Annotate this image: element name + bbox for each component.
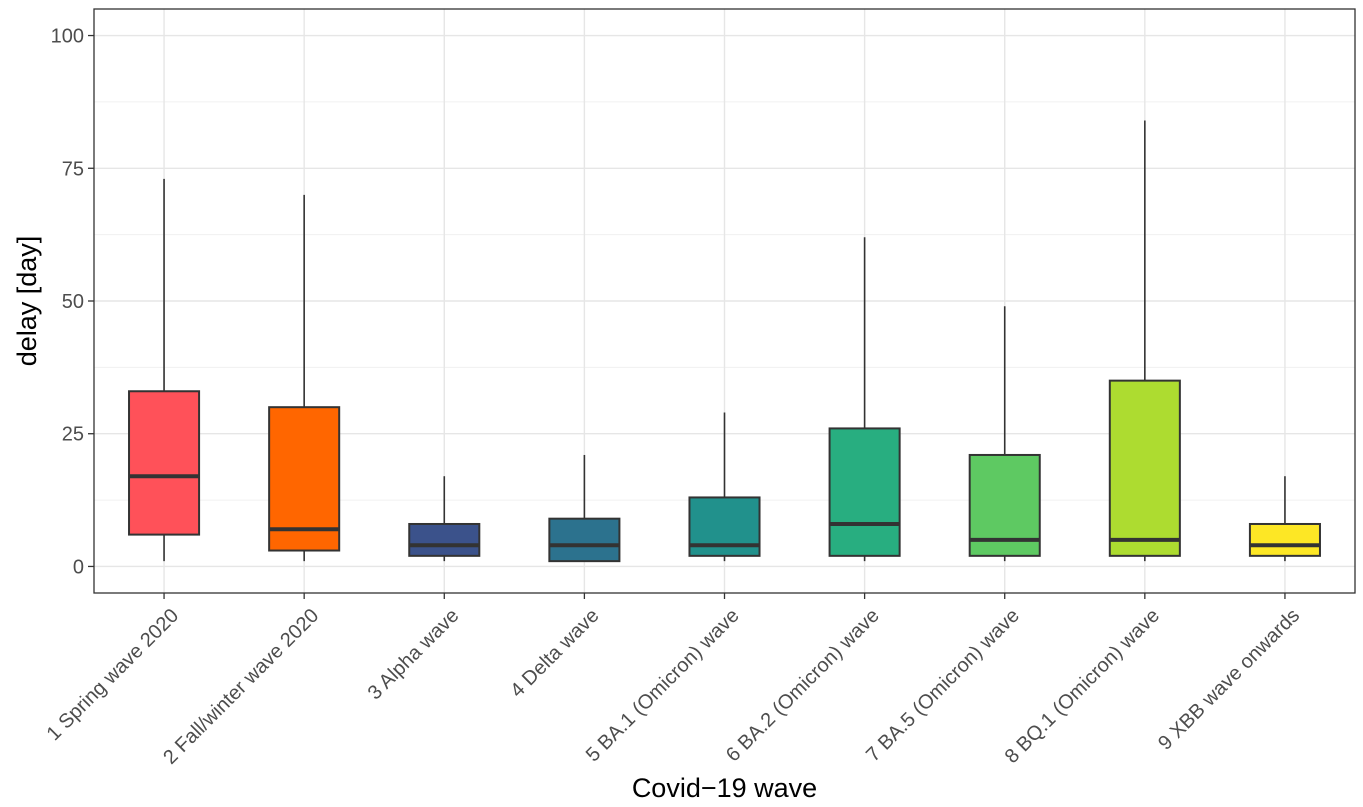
x-tick-label: 7 BA.5 (Omicron) wave xyxy=(862,605,1024,767)
box-iqr xyxy=(408,522,481,557)
box-6 xyxy=(828,237,901,562)
y-tick-label: 25 xyxy=(62,424,84,446)
box-3 xyxy=(408,476,481,562)
x-axis-title: Covid−19 wave xyxy=(632,773,817,803)
box-iqr xyxy=(1108,379,1181,557)
x-tick-label: 1 Spring wave 2020 xyxy=(43,605,184,746)
box-2 xyxy=(268,194,341,562)
box-iqr xyxy=(268,406,341,552)
box-iqr xyxy=(828,427,901,557)
box-7 xyxy=(968,306,1041,562)
box-4 xyxy=(548,454,621,563)
box-1 xyxy=(128,178,201,562)
x-tick-label: 5 BA.1 (Omicron) wave xyxy=(582,605,744,767)
x-tick-label: 4 Delta wave xyxy=(506,605,603,702)
x-tick-label: 6 BA.2 (Omicron) wave xyxy=(722,605,884,767)
y-tick-label: 75 xyxy=(62,158,84,180)
box-5 xyxy=(688,412,761,562)
x-tick-label: 8 BQ.1 (Omicron) wave xyxy=(1001,605,1164,768)
y-axis-title: delay [day] xyxy=(12,236,42,367)
box-iqr xyxy=(1248,522,1321,557)
y-tick-label: 100 xyxy=(51,26,84,48)
x-tick-label: 2 Fall/winter wave 2020 xyxy=(159,605,323,769)
x-tick-label: 3 Alpha wave xyxy=(364,605,464,705)
box-iqr xyxy=(548,517,621,563)
boxplot-series xyxy=(128,120,1321,563)
box-8 xyxy=(1108,120,1181,562)
box-iqr xyxy=(128,390,201,536)
x-tick-label: 9 XBB wave onwards xyxy=(1154,605,1304,755)
box-9 xyxy=(1248,476,1321,562)
y-axis: 0 25 50 75 100 xyxy=(51,26,94,578)
y-tick-label: 50 xyxy=(62,291,84,313)
y-tick-label: 0 xyxy=(73,556,84,578)
